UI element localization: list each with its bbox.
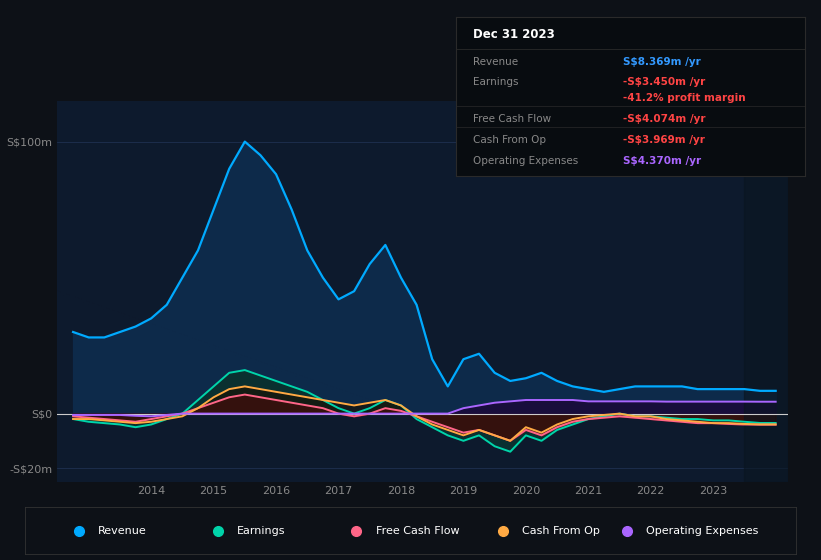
Text: Operating Expenses: Operating Expenses [646,526,759,535]
Bar [745,101,788,482]
Text: Dec 31 2023: Dec 31 2023 [473,28,555,41]
Text: Free Cash Flow: Free Cash Flow [376,526,460,535]
Text: S$4.370m /yr: S$4.370m /yr [623,156,701,166]
Text: Earnings: Earnings [237,526,286,535]
Text: -S$3.969m /yr: -S$3.969m /yr [623,135,705,145]
Text: Revenue: Revenue [473,57,518,67]
Text: -41.2% profit margin: -41.2% profit margin [623,94,745,104]
Text: Cash From Op: Cash From Op [522,526,600,535]
Text: -S$4.074m /yr: -S$4.074m /yr [623,114,705,124]
Text: S$8.369m /yr: S$8.369m /yr [623,57,701,67]
Text: Operating Expenses: Operating Expenses [473,156,578,166]
Text: Earnings: Earnings [473,77,519,87]
Text: -S$3.450m /yr: -S$3.450m /yr [623,77,705,87]
Text: Revenue: Revenue [98,526,147,535]
Text: Cash From Op: Cash From Op [473,135,546,145]
Text: Free Cash Flow: Free Cash Flow [473,114,551,124]
